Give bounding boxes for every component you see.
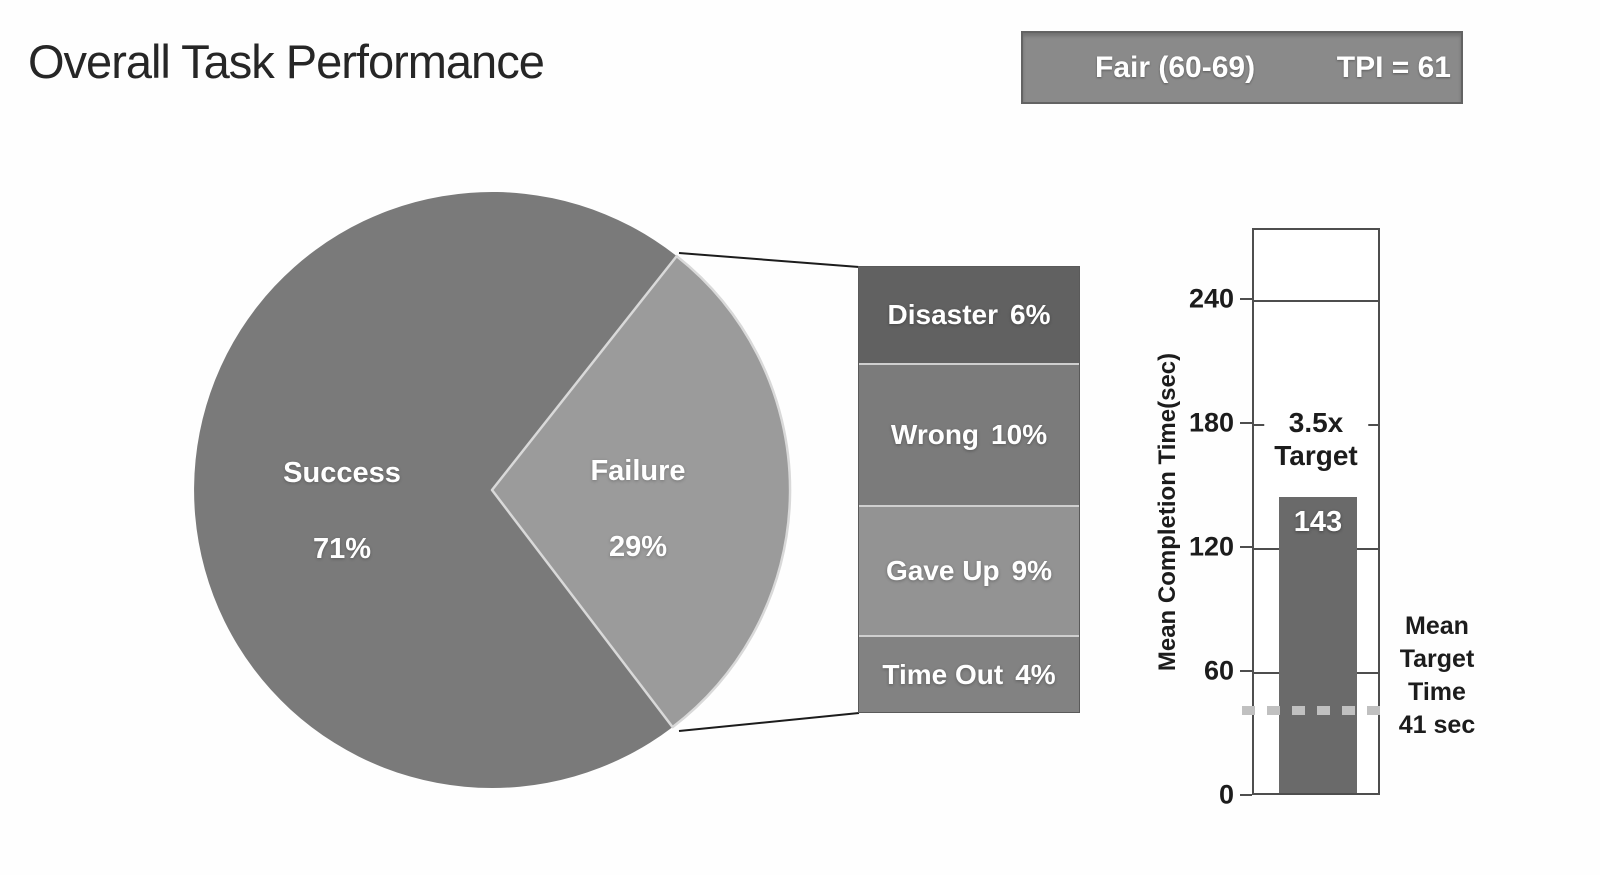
pie-label-success: Success 71% bbox=[283, 416, 401, 568]
segment-pct: 6% bbox=[1010, 299, 1051, 331]
target-time-annotation: Mean Target Time 41 sec bbox=[1398, 612, 1476, 739]
y-tick-label-60: 60 bbox=[1203, 655, 1234, 686]
tick-mark-120 bbox=[1240, 546, 1252, 548]
multiplier-annotation: 3.5x Target bbox=[1264, 406, 1368, 472]
segment-label: Disaster bbox=[887, 299, 999, 331]
segment-pct: 10% bbox=[991, 418, 1048, 450]
segment-pct: 4% bbox=[1015, 658, 1056, 690]
pie-label-failure: Failure 29% bbox=[590, 414, 685, 566]
failure-pct: 29% bbox=[608, 531, 668, 563]
segment-gave-up: Gave Up 9% bbox=[859, 504, 1079, 636]
bar-value-label: 143 bbox=[1293, 506, 1343, 538]
completion-time-bar: 143 bbox=[1279, 497, 1357, 793]
failure-breakdown-stacked-bar: Disaster 6% Wrong 10% Gave Up 9% Time Ou… bbox=[858, 266, 1080, 713]
segment-disaster: Disaster 6% bbox=[859, 267, 1079, 364]
segment-time-out: Time Out 4% bbox=[859, 635, 1079, 712]
target-time-dashed-line bbox=[1242, 706, 1381, 715]
tick-mark-0 bbox=[1240, 794, 1252, 796]
success-pct: 71% bbox=[312, 533, 372, 565]
pie-slice-failure bbox=[490, 254, 792, 729]
performance-rating-badge: Fair (60-69) TPI = 61 bbox=[1021, 31, 1463, 104]
segment-wrong: Wrong 10% bbox=[859, 363, 1079, 505]
tick-mark-180 bbox=[1240, 422, 1252, 425]
tick-mark-60 bbox=[1240, 670, 1252, 672]
tick-mark-240 bbox=[1240, 298, 1252, 301]
segment-pct: 9% bbox=[1011, 554, 1053, 586]
y-tick-label-120: 120 bbox=[1188, 531, 1234, 562]
completion-time-plot: 143 bbox=[1252, 228, 1380, 795]
segment-label: Wrong bbox=[890, 418, 980, 450]
success-label: Success bbox=[283, 457, 401, 489]
rating-label: Fair (60-69) bbox=[1095, 50, 1256, 84]
segment-label: Gave Up bbox=[885, 554, 1000, 586]
y-tick-label-0: 0 bbox=[1218, 779, 1234, 810]
y-axis-label: Mean Completion Time(sec) bbox=[1154, 352, 1181, 672]
tpi-value: TPI = 61 bbox=[1336, 50, 1451, 84]
failure-label: Failure bbox=[590, 455, 686, 487]
y-tick-label-240: 240 bbox=[1188, 283, 1234, 314]
pie-slice-success bbox=[194, 192, 677, 789]
gridline-240 bbox=[1254, 300, 1378, 303]
segment-label: Time Out bbox=[882, 658, 1004, 690]
page-title: Overall Task Performance bbox=[28, 35, 545, 88]
pie-chart bbox=[194, 192, 792, 789]
task-outcome-pie-chart: Success 71% Failure 29% bbox=[192, 190, 792, 790]
y-tick-label-180: 180 bbox=[1188, 407, 1234, 438]
